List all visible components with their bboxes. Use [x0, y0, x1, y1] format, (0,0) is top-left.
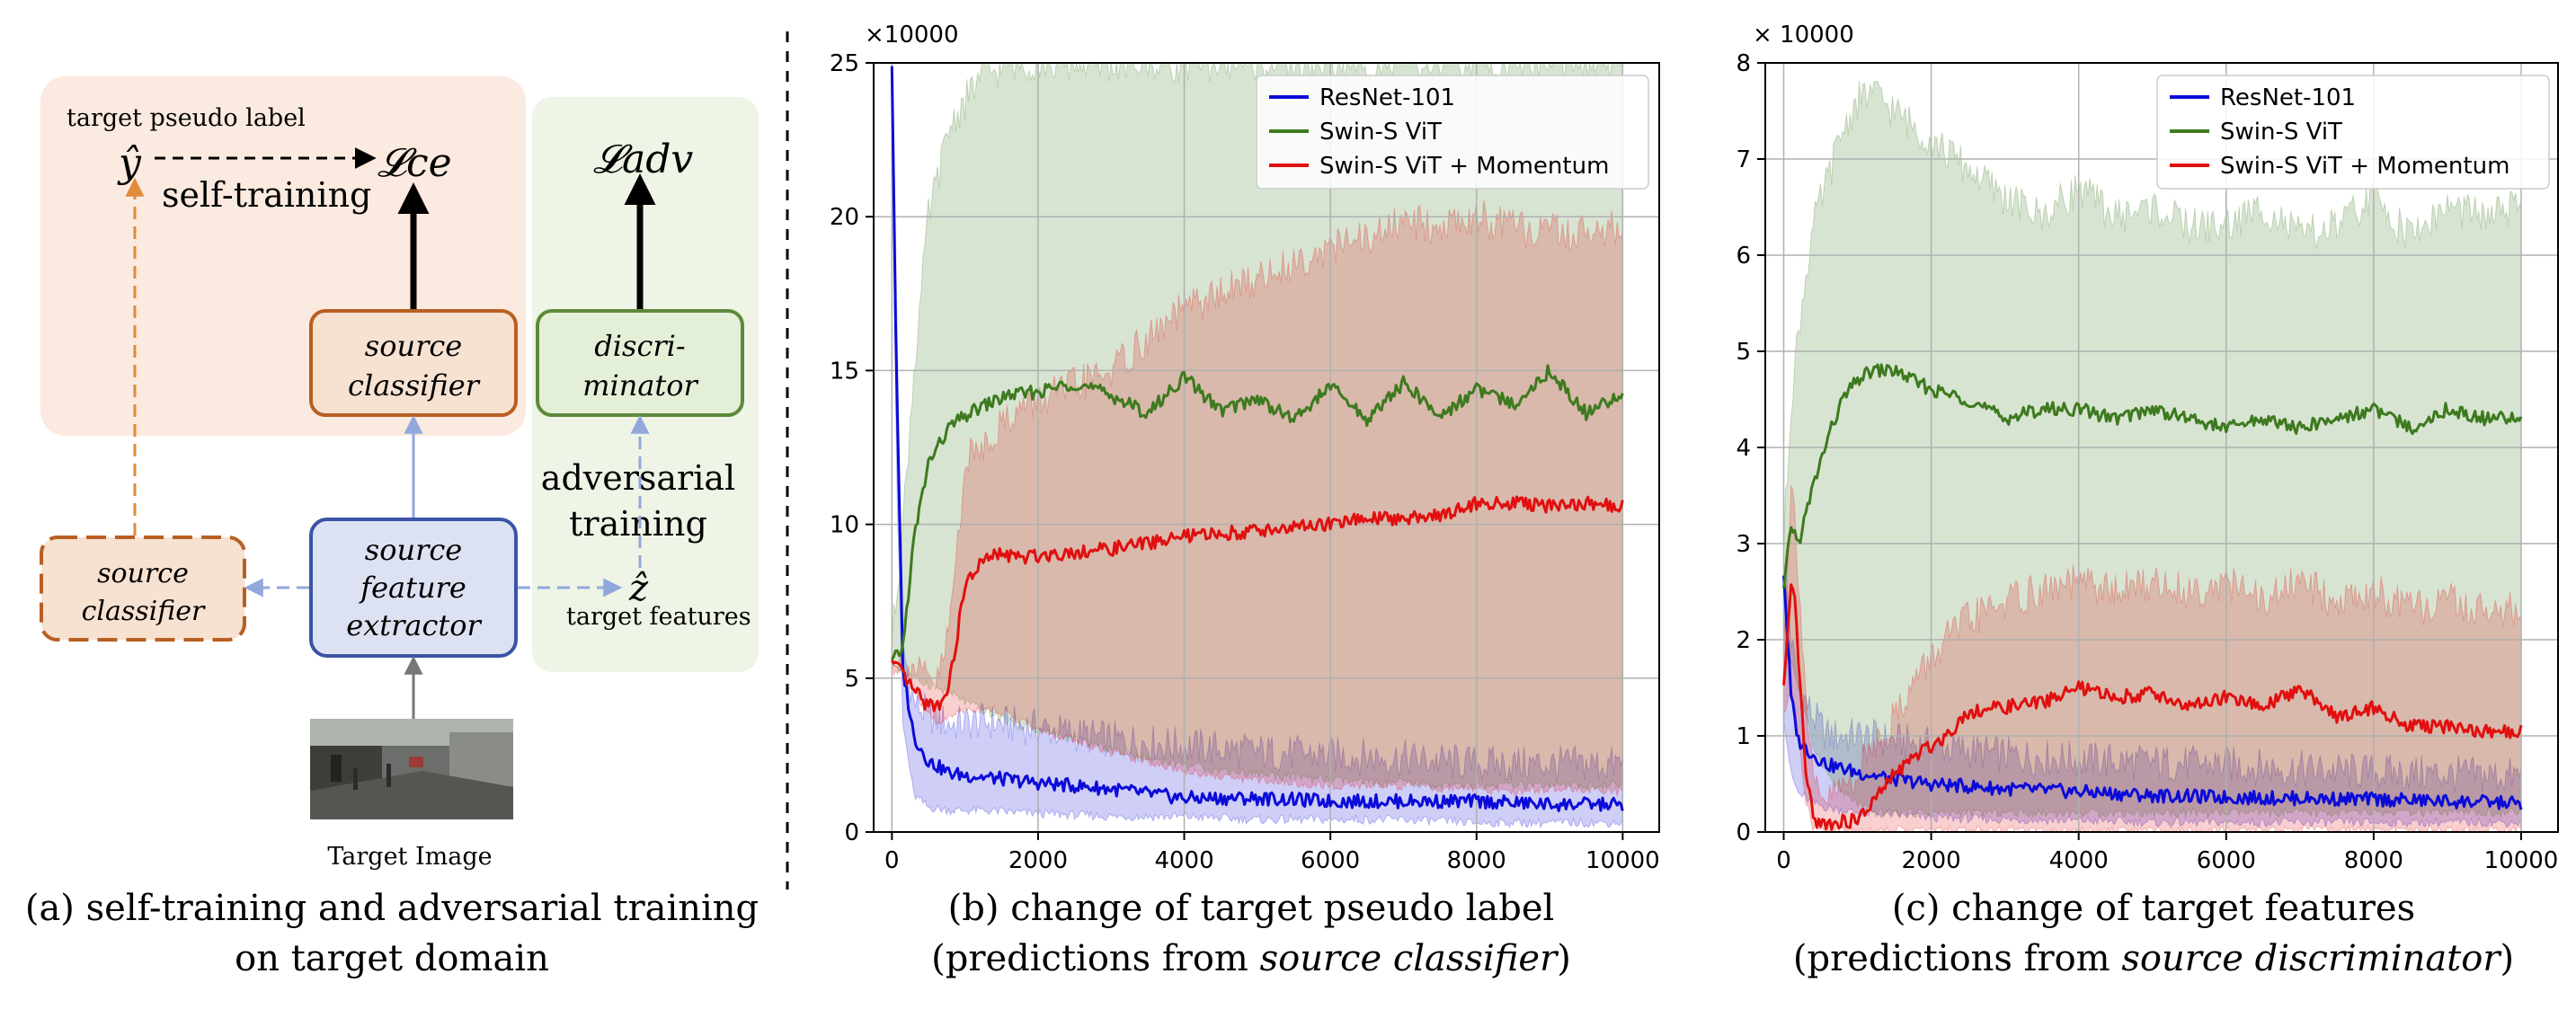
discriminator-box: discri- minator	[536, 309, 744, 417]
svg-text:discri-: discri-	[594, 329, 685, 363]
chart-target-features: × 10000 0 2000 4000 6000 8000 10000012345678 …	[1736, 22, 2559, 979]
chart-c-legend: ResNet-101 Swin-S ViT Swin-S ViT + Momentu…	[2156, 75, 2550, 190]
y-tick-label: 20	[830, 204, 859, 231]
series-line	[1782, 575, 2523, 810]
legend-label: Swin-S ViT	[2220, 119, 2342, 146]
source-classifier-box: source classifier	[309, 309, 518, 417]
x-tick-label: 4000	[1154, 847, 1213, 874]
y-tick-label: 2	[1736, 627, 1751, 654]
adversarial-label-2: training	[569, 504, 707, 544]
legend-label: Swin-S ViT + Momentum	[1319, 153, 1609, 180]
x-tick-label: 2000	[1008, 847, 1068, 874]
target-image-label: Target Image	[327, 843, 492, 871]
series-line	[1782, 363, 2523, 589]
svg-text:classifier: classifier	[82, 596, 206, 627]
chart-c-title-line2: (predictions from source discriminator)	[1793, 938, 2514, 979]
chart-pseudo-label: ×10000 0 2000 4000 6000 8000 100000510152025 …	[830, 22, 1660, 979]
svg-text:minator: minator	[582, 368, 698, 403]
y-tick-label: 5	[844, 666, 859, 693]
x-tick-label: 10000	[2484, 847, 2559, 874]
svg-text:classifier: classifier	[348, 368, 481, 403]
y-tick-label: 4	[1736, 435, 1751, 462]
source-classifier-copy-box: source classifier	[40, 536, 246, 642]
y-tick-label: 0	[844, 819, 859, 846]
loss-adv-symbol: 𝓛adv	[593, 137, 693, 182]
chart-b-title-line2: (predictions from source classifier)	[931, 938, 1571, 979]
y-tick-label: 10	[830, 512, 859, 539]
pseudo-label-caption: target pseudo label	[67, 104, 306, 132]
legend-label: Swin-S ViT	[1319, 119, 1442, 146]
legend-label: ResNet-101	[2220, 84, 2356, 111]
feature-extractor-box: source feature extractor	[309, 518, 518, 658]
x-tick-label: 0	[884, 847, 900, 874]
y-tick-label: 0	[1736, 819, 1751, 846]
z-hat-symbol: ẑ	[628, 568, 649, 609]
svg-text:extractor: extractor	[346, 608, 482, 642]
diagram-panel: target pseudo label ŷ 𝓛ce self-training …	[25, 76, 759, 979]
svg-text:source: source	[365, 329, 462, 363]
series-line	[890, 66, 1624, 812]
y-tick-label: 7	[1736, 146, 1751, 173]
caption-a-line1: (a) self-training and adversarial traini…	[25, 888, 759, 929]
legend-box	[1256, 75, 1649, 190]
legend-label: Swin-S ViT + Momentum	[2220, 153, 2509, 180]
x-tick-label: 8000	[2344, 847, 2403, 874]
self-training-label: self-training	[162, 175, 371, 215]
target-features-label: target features	[566, 603, 751, 631]
y-tick-label: 5	[1736, 339, 1751, 366]
chart-c-multiplier: × 10000	[1753, 22, 1854, 49]
chart-b-title-line1: (b) change of target pseudo label	[948, 888, 1555, 929]
y-tick-label: 25	[830, 50, 859, 77]
series-line	[891, 495, 1624, 713]
series-line	[891, 364, 1624, 660]
svg-text:source: source	[365, 533, 462, 567]
x-tick-label: 4000	[2049, 847, 2109, 874]
caption-a-line2: on target domain	[235, 938, 549, 979]
y-tick-label: 1	[1736, 723, 1751, 750]
adversarial-label-1: adversarial	[541, 458, 735, 498]
target-image-thumbnail	[310, 719, 513, 819]
x-tick-label: 6000	[1301, 847, 1360, 874]
loss-ce-symbol: 𝓛ce	[378, 140, 452, 186]
y-tick-label: 3	[1736, 531, 1751, 558]
x-tick-label: 6000	[2197, 847, 2256, 874]
y-tick-label: 15	[830, 358, 859, 385]
y-tick-label: 6	[1736, 243, 1751, 270]
legend-box	[2156, 75, 2550, 190]
x-tick-label: 0	[1776, 847, 1791, 874]
chart-c-title-line1: (c) change of target features	[1892, 888, 2415, 929]
legend-label: ResNet-101	[1319, 84, 1455, 111]
x-tick-label: 8000	[1447, 847, 1506, 874]
svg-text:feature: feature	[359, 571, 466, 605]
y-tick-label: 8	[1736, 50, 1751, 77]
chart-b-axes-frame	[873, 62, 1660, 833]
series-line	[1782, 583, 2523, 831]
x-tick-label: 2000	[1902, 847, 1961, 874]
x-tick-label: 10000	[1586, 847, 1660, 874]
chart-b-legend: ResNet-101 Swin-S ViT Swin-S ViT + Momentu…	[1256, 75, 1649, 190]
chart-b-multiplier: ×10000	[865, 22, 959, 49]
svg-text:source: source	[97, 558, 189, 589]
y-hat-symbol: ŷ	[117, 140, 142, 186]
